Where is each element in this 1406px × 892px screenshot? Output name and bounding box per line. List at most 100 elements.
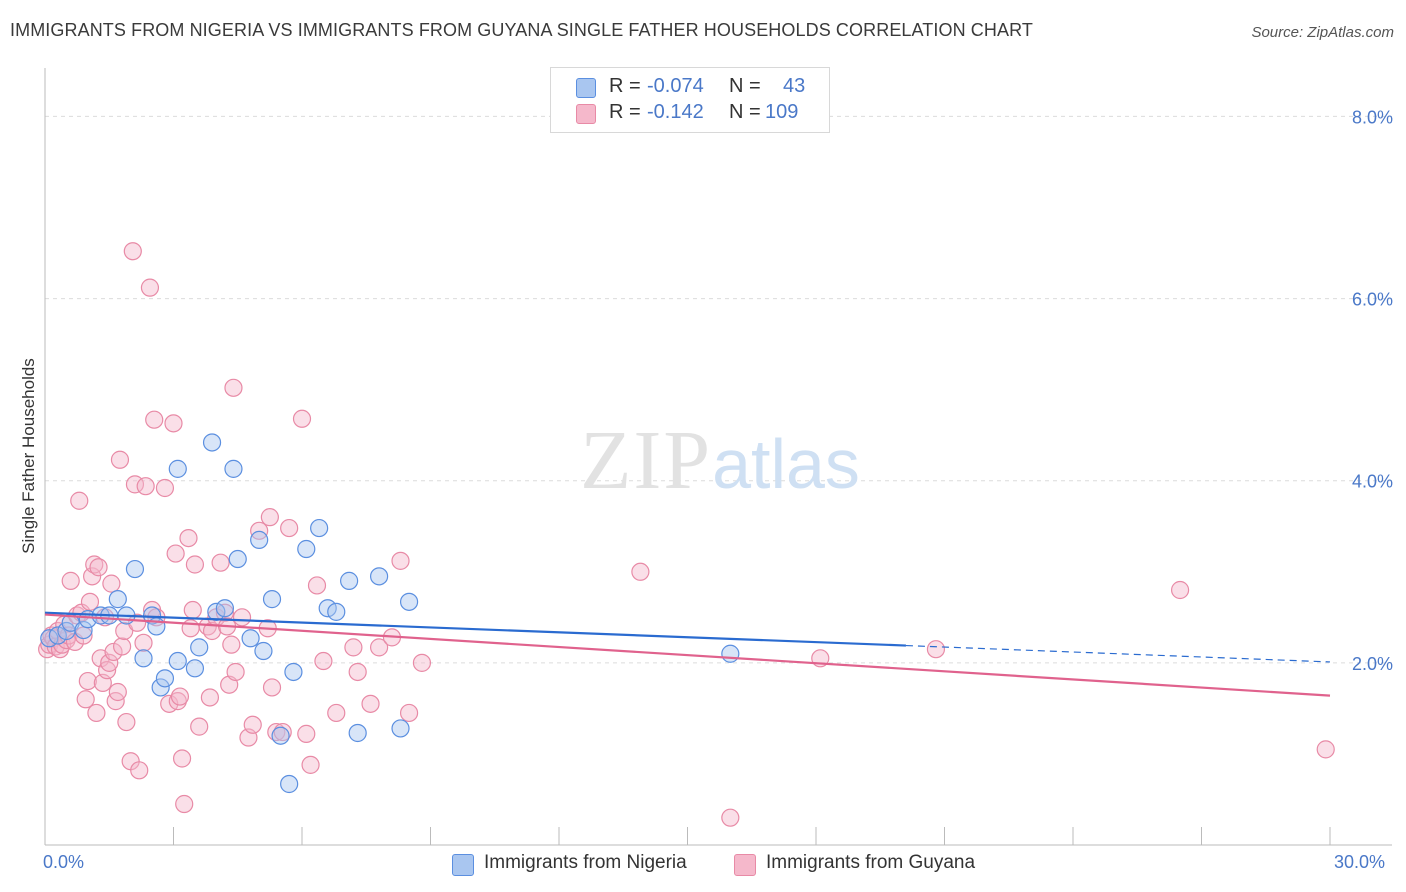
data-point-guyana xyxy=(127,613,147,632)
data-point-guyana xyxy=(100,653,119,672)
legend-swatch-guyana xyxy=(734,854,756,876)
data-point-nigeria xyxy=(370,567,389,586)
x-tick-label-max: 30.0% xyxy=(1334,852,1386,872)
data-point-nigeria xyxy=(155,669,175,688)
legend-label-nigeria: Immigrants from Nigeria xyxy=(484,852,687,873)
data-point-nigeria xyxy=(224,459,243,478)
data-point-guyana xyxy=(200,688,220,707)
stats-r-value: -0.142 xyxy=(647,101,704,123)
data-point-nigeria xyxy=(340,571,359,590)
data-point-guyana xyxy=(166,544,185,563)
data-point-guyana xyxy=(631,562,650,581)
data-point-guyana xyxy=(224,378,243,397)
data-point-guyana xyxy=(110,450,130,469)
data-point-guyana xyxy=(226,662,245,682)
data-point-guyana xyxy=(361,694,380,713)
stats-n-value: 109 xyxy=(765,101,799,123)
data-point-nigeria xyxy=(271,726,290,745)
data-point-guyana xyxy=(399,703,419,723)
data-point-guyana xyxy=(78,671,97,691)
stats-n-label: N = xyxy=(729,75,761,97)
watermark-zip: ZIP xyxy=(580,414,712,507)
watermark: ZIPatlas xyxy=(580,414,860,507)
data-point-guyana xyxy=(155,478,175,498)
data-point-nigeria xyxy=(250,530,269,550)
data-point-guyana xyxy=(412,653,432,672)
data-point-guyana xyxy=(83,567,102,586)
data-point-guyana xyxy=(102,574,121,593)
data-point-guyana xyxy=(292,409,312,428)
data-point-nigeria xyxy=(399,592,419,611)
data-point-guyana xyxy=(327,703,346,723)
data-point-guyana xyxy=(179,528,198,548)
legend-swatch-nigeria xyxy=(452,854,474,876)
data-point-guyana xyxy=(280,518,299,538)
stats-box: R = -0.074 N = 43 R = -0.142 N = 109 xyxy=(550,67,830,133)
series-guyana-points xyxy=(38,242,1335,827)
y-tick-label: 4.0% xyxy=(1352,472,1393,492)
series-nigeria-points xyxy=(40,433,740,794)
chart-title: IMMIGRANTS FROM NIGERIA VS IMMIGRANTS FR… xyxy=(10,20,1033,40)
data-point-nigeria xyxy=(254,641,273,661)
data-point-guyana xyxy=(115,621,134,641)
trend-lines xyxy=(44,611,1331,697)
data-point-nigeria xyxy=(297,539,316,559)
data-point-nigeria xyxy=(241,629,260,648)
data-point-nigeria xyxy=(185,659,205,678)
data-point-guyana xyxy=(70,491,89,510)
gridlines xyxy=(45,115,1392,664)
data-point-nigeria xyxy=(228,549,247,569)
data-point-nigeria xyxy=(74,620,93,640)
data-point-guyana xyxy=(260,508,279,527)
stats-r-value: -0.074 xyxy=(647,75,704,97)
data-point-nigeria xyxy=(125,559,145,579)
data-point-guyana xyxy=(190,717,209,736)
data-point-nigeria xyxy=(48,626,67,645)
data-point-guyana xyxy=(222,635,241,654)
data-point-guyana xyxy=(183,600,202,620)
data-point-guyana xyxy=(130,761,149,780)
data-point-nigeria xyxy=(168,459,187,478)
y-tick-label: 8.0% xyxy=(1352,107,1393,127)
data-point-nigeria xyxy=(202,433,222,452)
data-point-guyana xyxy=(314,651,333,671)
trend-line-nigeria xyxy=(44,611,906,647)
data-point-nigeria xyxy=(215,599,234,618)
data-point-guyana xyxy=(301,755,320,774)
data-point-guyana xyxy=(172,749,192,768)
data-point-guyana xyxy=(926,640,946,659)
data-point-guyana xyxy=(117,712,136,732)
data-point-guyana xyxy=(170,687,190,706)
data-point-nigeria xyxy=(348,723,367,743)
legend-label-guyana: Immigrants from Guyana xyxy=(766,852,976,873)
y-tick-label: 6.0% xyxy=(1352,290,1393,310)
data-point-guyana xyxy=(307,576,327,595)
data-point-guyana xyxy=(136,477,155,496)
data-point-nigeria xyxy=(721,644,740,663)
data-point-guyana xyxy=(243,715,262,734)
data-point-guyana xyxy=(344,638,363,657)
y-axis-label: Single Father Households xyxy=(19,358,38,554)
data-point-nigeria xyxy=(151,678,170,697)
data-point-nigeria xyxy=(262,590,282,609)
data-point-guyana xyxy=(185,555,205,574)
data-point-nigeria xyxy=(327,602,346,621)
data-point-guyana xyxy=(250,521,269,540)
stats-r-label: R = xyxy=(609,75,641,97)
data-point-guyana xyxy=(211,553,230,572)
stats-r-label: R = xyxy=(609,101,641,123)
data-point-guyana xyxy=(164,414,183,433)
data-point-guyana xyxy=(232,608,252,627)
stats-n-label: N = xyxy=(729,101,761,123)
watermark-atlas: atlas xyxy=(712,425,860,503)
data-point-guyana xyxy=(108,682,127,702)
y-tick-label: 2.0% xyxy=(1352,654,1393,674)
data-point-guyana xyxy=(348,662,367,682)
data-point-guyana xyxy=(123,242,142,261)
y-tick-labels: 2.0% 4.0% 6.0% 8.0% xyxy=(1352,107,1393,673)
axes xyxy=(44,68,1392,846)
data-point-guyana xyxy=(61,571,80,590)
data-point-guyana xyxy=(87,703,106,723)
stats-swatch-nigeria xyxy=(576,78,596,98)
